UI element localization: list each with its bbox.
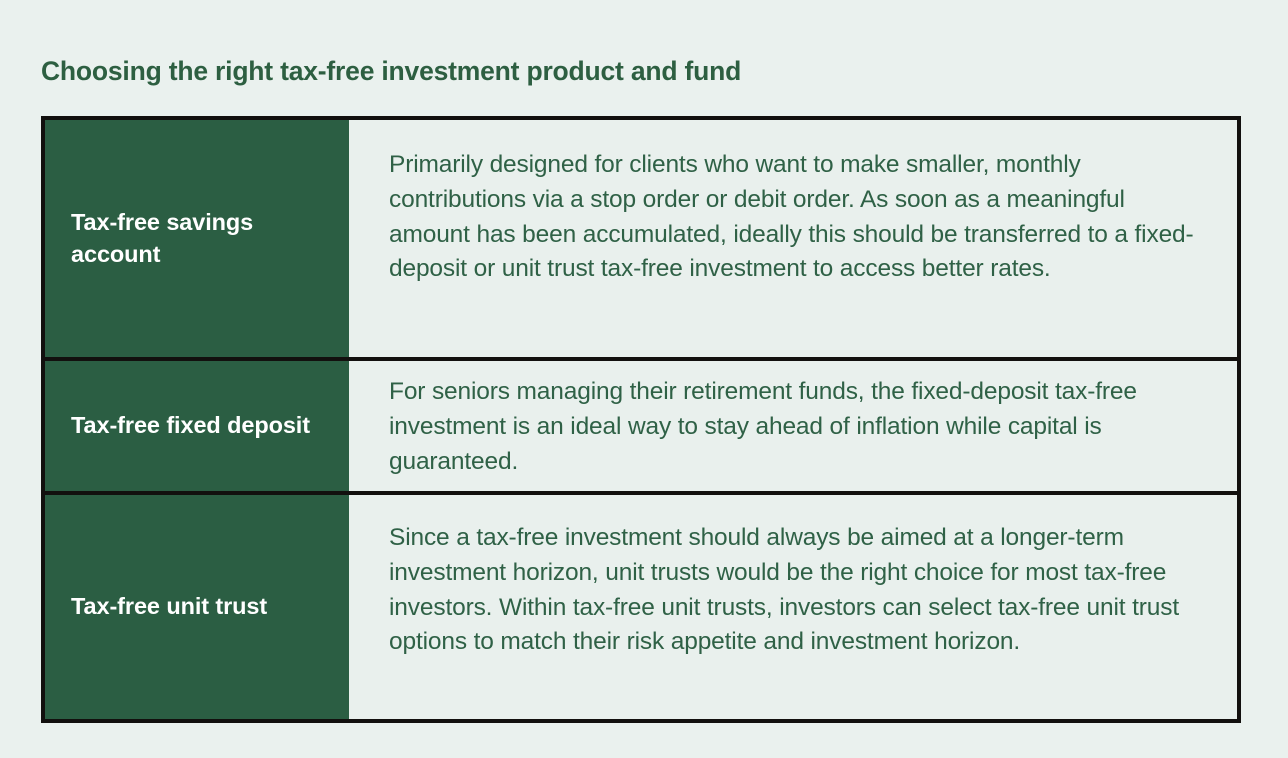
product-description-text: Since a tax-free investment should alway… — [389, 524, 1179, 656]
product-label-cell: Tax-free fixed deposit — [45, 361, 349, 491]
product-description-text: For seniors managing their retirement fu… — [389, 378, 1137, 475]
product-label-text: Tax-free unit trust — [71, 593, 268, 620]
product-label-cell: Tax-free unit trust — [45, 495, 349, 719]
table-row: Tax-free savings account Primarily desig… — [45, 120, 1237, 361]
product-description-text: Primarily designed for clients who want … — [389, 151, 1194, 283]
product-description-cell: For seniors managing their retirement fu… — [349, 361, 1237, 491]
product-comparison-table: Tax-free savings account Primarily desig… — [41, 116, 1241, 723]
page-title: Choosing the right tax-free investment p… — [41, 55, 742, 86]
product-description-cell: Primarily designed for clients who want … — [349, 120, 1237, 357]
product-description-cell: Since a tax-free investment should alway… — [349, 495, 1237, 719]
product-label-text: Tax-free fixed deposit — [71, 412, 310, 439]
table-row: Tax-free unit trust Since a tax-free inv… — [45, 495, 1237, 719]
product-label-cell: Tax-free savings account — [45, 120, 349, 357]
product-label-text: Tax-free savings account — [71, 209, 254, 267]
table-row: Tax-free fixed deposit For seniors manag… — [45, 361, 1237, 495]
